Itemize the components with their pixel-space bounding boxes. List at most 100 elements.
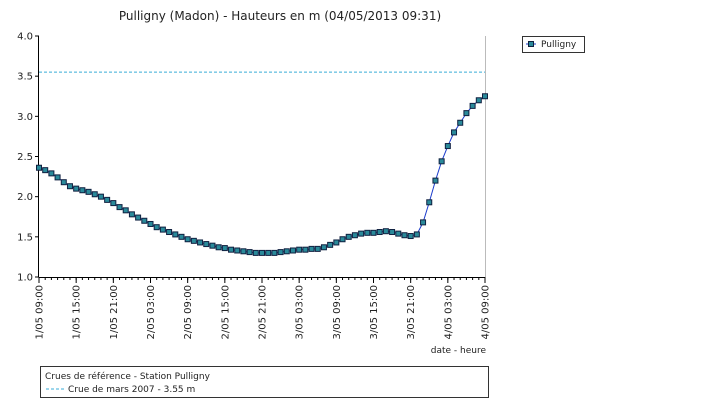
data-point [444,143,451,150]
x-tick-label: 1/05 15:00 [72,285,83,339]
data-point [382,228,389,235]
data-point [178,233,185,240]
data-point [469,102,476,109]
data-point [97,193,104,200]
data-point [79,187,86,194]
data-point [265,249,272,256]
x-tick-label: 4/05 09:00 [481,285,492,339]
data-point [197,239,204,246]
data-point [463,110,470,117]
legend-marker [528,41,534,47]
data-point [60,179,67,186]
x-tick-label: 3/05 03:00 [295,285,306,339]
y-tick-label: 4.0 [17,32,33,43]
data-point [320,244,327,251]
data-point [116,204,123,211]
data-point [401,232,408,239]
data-point [66,183,73,190]
data-point [104,196,111,203]
y-tick-label: 3.0 [17,112,33,123]
data-point [289,247,296,254]
data-point [358,230,365,237]
data-point [228,246,235,253]
data-point [252,249,259,256]
data-point [73,185,80,192]
data-point [376,229,383,236]
data-point [85,188,92,195]
x-tick-label: 3/05 21:00 [406,285,417,339]
data-point [407,233,414,240]
data-point [246,249,253,256]
data-point [42,167,49,174]
data-point [172,231,179,238]
data-point [215,244,222,251]
data-point [475,97,482,104]
x-tick-label: 1/05 21:00 [109,285,120,339]
data-point [234,247,241,254]
x-tick-label: 2/05 03:00 [146,285,157,339]
x-tick-label: 2/05 15:00 [220,285,231,339]
data-point [333,239,340,246]
data-point [141,217,148,224]
data-point [48,170,55,177]
x-tick-label: 1/05 09:00 [35,285,46,339]
data-point [457,119,464,126]
reference-label: Crue de mars 2007 - 3.55 m [68,385,195,395]
data-point [159,226,166,233]
data-point [308,245,315,252]
data-point [364,229,371,236]
data-point [184,236,191,243]
data-point [166,229,173,236]
data-point [370,229,377,236]
data-point [91,191,98,198]
data-point [122,207,129,214]
data-point [190,237,197,244]
y-tick-label: 1.0 [17,273,33,284]
reference-title: Crues de référence - Station Pulligny [45,371,211,382]
data-point [413,231,420,238]
data-point [451,129,458,136]
x-axis-label: date - heure [431,346,487,356]
x-tick-label: 4/05 03:00 [443,285,454,339]
data-point [395,230,402,237]
data-point [135,214,142,221]
data-point [36,164,42,171]
y-tick-label: 3.5 [17,72,33,83]
data-point [271,249,278,256]
x-tick-label: 2/05 09:00 [183,285,194,339]
data-point [302,246,309,253]
data-point [259,249,265,256]
y-tick-label: 2.5 [17,152,33,163]
data-point [438,158,445,165]
data-point [420,219,427,226]
data-point [54,174,61,181]
data-point [327,241,334,248]
data-point [389,229,396,236]
x-tick-label: 2/05 21:00 [258,285,269,339]
data-point [296,246,303,253]
data-point [283,248,290,255]
data-point [128,211,135,218]
data-point [426,199,433,206]
data-point [432,177,439,184]
data-point [203,241,210,248]
reference-box [40,366,489,398]
y-tick-label: 1.5 [17,232,33,243]
data-point [209,242,216,249]
data-point [345,233,352,240]
legend-box [522,36,585,53]
x-tick-label: 3/05 15:00 [369,285,380,339]
x-tick-label: 3/05 09:00 [332,285,343,339]
data-point [147,220,154,227]
data-point [110,200,117,207]
data-point [240,248,247,255]
y-tick-label: 2.0 [17,192,33,203]
legend-label: Pulligny [541,40,577,50]
data-point [339,236,346,243]
data-point [153,224,160,231]
data-point [351,232,358,239]
data-point [277,249,284,256]
series-line [38,95,486,254]
data-point [221,245,228,252]
